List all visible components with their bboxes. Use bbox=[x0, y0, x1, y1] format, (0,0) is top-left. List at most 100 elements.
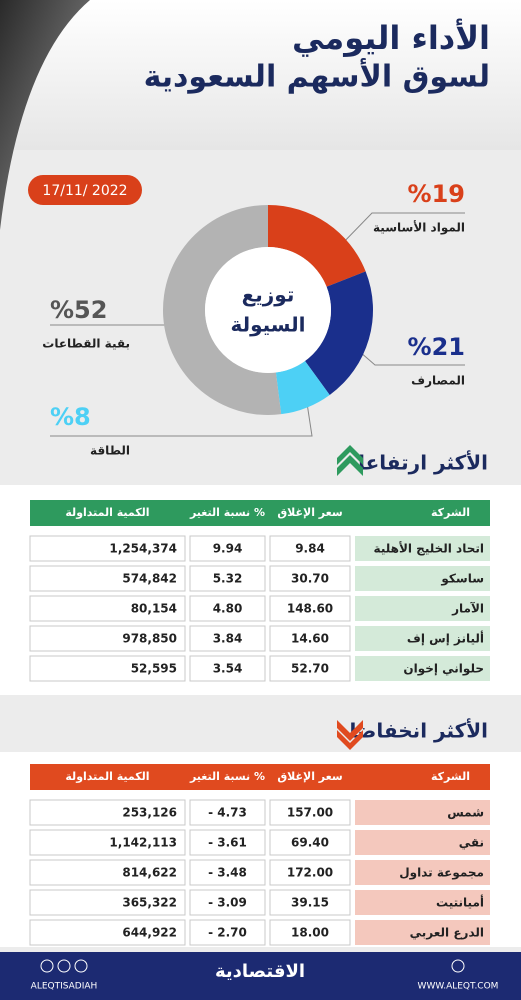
cell: 5.32 bbox=[213, 572, 243, 586]
cell-bg bbox=[29, 625, 186, 652]
cell: 172.00 bbox=[287, 866, 333, 880]
cell-bg bbox=[29, 919, 186, 946]
date: 17/11/ 2022 bbox=[42, 183, 127, 199]
down-icon bbox=[337, 720, 363, 750]
cell-bg bbox=[189, 535, 266, 562]
cell: 69.40 bbox=[291, 836, 329, 850]
cell-bg bbox=[269, 919, 351, 946]
cell: 574,842 bbox=[122, 572, 177, 586]
cell-bg bbox=[189, 799, 266, 826]
cell-bg bbox=[269, 595, 351, 622]
cell-bg bbox=[29, 889, 186, 916]
cell: 157.00 bbox=[287, 806, 333, 820]
category-label: بقية القطاعات bbox=[42, 337, 130, 351]
cell: 9.94 bbox=[213, 542, 243, 556]
gainers-title: الأكثر ارتفاعا bbox=[358, 450, 488, 475]
cell-bg bbox=[189, 889, 266, 916]
donut-segment bbox=[275, 360, 330, 415]
date-pill bbox=[28, 175, 142, 205]
cell: 253,126 bbox=[122, 806, 177, 820]
cell: 3.84 bbox=[213, 632, 243, 646]
cell-bg bbox=[355, 920, 490, 945]
website: WWW.ALEQT.COM bbox=[418, 982, 499, 992]
cell: 978,850 bbox=[122, 632, 177, 646]
title-line2: لسوق الأسهم السعودية bbox=[144, 58, 490, 95]
category-label: المصارف bbox=[411, 374, 465, 388]
cell: 814,622 bbox=[122, 866, 177, 880]
cell-bg bbox=[355, 596, 490, 621]
cell-bg bbox=[355, 860, 490, 885]
cell: مجموعة تداول bbox=[399, 866, 484, 881]
cell: ساسكو bbox=[440, 572, 484, 587]
cell: 644,922 bbox=[122, 926, 177, 940]
cell: 18.00 bbox=[291, 926, 329, 940]
column-header: الشركة bbox=[431, 506, 470, 519]
cell-bg bbox=[189, 655, 266, 682]
cell-bg bbox=[355, 656, 490, 681]
value-label: %8 bbox=[50, 403, 91, 431]
cell-bg bbox=[189, 565, 266, 592]
cell-bg bbox=[355, 830, 490, 855]
column-header: نسبة التغير % bbox=[189, 770, 265, 783]
cell-bg bbox=[269, 889, 351, 916]
cell-bg bbox=[355, 566, 490, 591]
icon bbox=[57, 959, 71, 973]
cell: 148.60 bbox=[287, 602, 333, 616]
cell-bg bbox=[269, 829, 351, 856]
cell: حلواني إخوان bbox=[403, 662, 484, 677]
cell-bg bbox=[269, 625, 351, 652]
value-label: %21 bbox=[408, 333, 465, 361]
column-header: نسبة التغير % bbox=[189, 506, 265, 519]
cell-bg bbox=[29, 829, 186, 856]
cell-bg bbox=[189, 595, 266, 622]
cell: الدرع العربي bbox=[410, 926, 484, 940]
cell: 80,154 bbox=[131, 602, 177, 616]
icon bbox=[74, 959, 88, 973]
cell-bg bbox=[269, 799, 351, 826]
column-header: الكمية المتداولة bbox=[65, 506, 149, 519]
column-header: سعر الإغلاق bbox=[277, 770, 342, 783]
swoosh bbox=[0, 0, 90, 230]
cell-bg bbox=[355, 890, 490, 915]
cell: 3.54 bbox=[213, 662, 243, 676]
cell: 4.80 bbox=[213, 602, 243, 616]
cell-bg bbox=[29, 535, 186, 562]
icon bbox=[451, 959, 465, 973]
cell-bg bbox=[29, 859, 186, 886]
donut-segment bbox=[305, 271, 374, 395]
cell-bg bbox=[189, 859, 266, 886]
cell-bg bbox=[29, 565, 186, 592]
cell-bg bbox=[189, 919, 266, 946]
cell: 365,322 bbox=[122, 896, 177, 910]
footer bbox=[0, 952, 521, 1000]
cell: أميانتيت bbox=[436, 895, 484, 910]
cell-bg bbox=[269, 535, 351, 562]
cell-bg bbox=[355, 800, 490, 825]
cell-bg bbox=[269, 859, 351, 886]
logo: الاقتصادية bbox=[215, 961, 305, 982]
cell-bg bbox=[269, 565, 351, 592]
cell: - 3.61 bbox=[208, 836, 247, 850]
title-line1: الأداء اليومي bbox=[292, 18, 490, 57]
cell: 30.70 bbox=[291, 572, 329, 586]
cell: شمس bbox=[447, 806, 484, 820]
cell-bg bbox=[29, 799, 186, 826]
cell: - 3.09 bbox=[208, 896, 247, 910]
column-header: سعر الإغلاق bbox=[277, 506, 342, 519]
cell: - 2.70 bbox=[208, 926, 247, 940]
donut-segment bbox=[268, 205, 366, 287]
cell-bg bbox=[269, 655, 351, 682]
cell: 14.60 bbox=[291, 632, 329, 646]
cell: أليانز إس إف bbox=[407, 631, 484, 646]
cell: 1,142,113 bbox=[109, 836, 177, 850]
cell-bg bbox=[29, 595, 186, 622]
donut-segment bbox=[163, 205, 282, 415]
cell: 9.84 bbox=[295, 542, 325, 556]
center-label: السيولة bbox=[230, 313, 305, 337]
icon bbox=[40, 959, 54, 973]
category-label: الطاقة bbox=[90, 444, 130, 458]
cell-bg bbox=[355, 536, 490, 561]
cell: - 3.48 bbox=[208, 866, 247, 880]
center-label: توزيع bbox=[242, 283, 295, 307]
